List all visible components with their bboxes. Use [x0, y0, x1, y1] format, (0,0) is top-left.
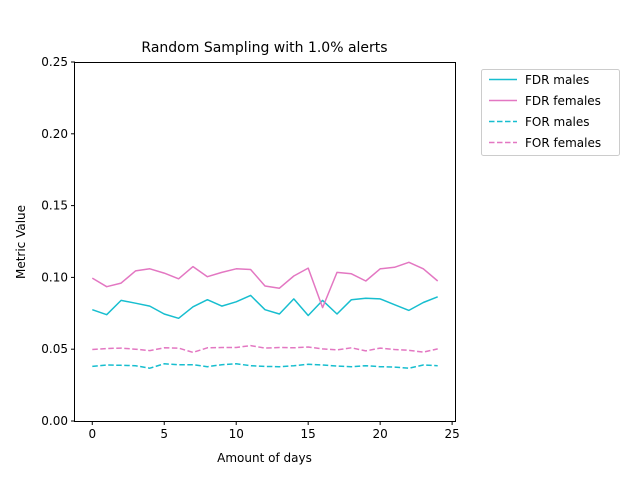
y-tick-label: 0.05: [41, 342, 68, 356]
series-line-fdr-males: [92, 294, 438, 320]
y-tick-label: 0.15: [41, 199, 68, 213]
plot-area: [74, 62, 456, 422]
y-axis-label: Metric Value: [14, 205, 28, 279]
series-layer: [91, 261, 439, 369]
chart-title: Random Sampling with 1.0% alerts: [141, 40, 387, 56]
legend-label-for-females: FOR females: [525, 136, 601, 150]
y-axis: 0.00 0.05 0.10 0.15 0.20 0.25: [41, 55, 75, 428]
legend-label-fdr-females: FDR females: [525, 94, 601, 108]
x-tick-label: 0: [88, 427, 96, 441]
legend-box: [481, 69, 620, 156]
series-line-for-males: [92, 363, 438, 369]
x-tick-label: 10: [229, 427, 244, 441]
plot-frame: [74, 62, 456, 422]
series-line-for-females: [92, 344, 438, 354]
legend-label-fdr-males: FDR males: [525, 73, 589, 87]
y-tick-label: 0.25: [41, 55, 68, 69]
legend-items: FDR males FDR females FOR males FOR females: [489, 73, 601, 150]
legend-label-for-males: FOR males: [525, 115, 590, 129]
x-tick-label: 20: [373, 427, 388, 441]
y-tick-label: 0.10: [41, 270, 68, 284]
x-tick-label: 5: [160, 427, 168, 441]
x-tick-label: 15: [301, 427, 316, 441]
y-tick-label: 0.00: [41, 414, 68, 428]
x-tick-label: 25: [444, 427, 459, 441]
x-axis: 0 5 10 15 20 25: [88, 421, 460, 441]
legend: FDR males FDR females FOR males FOR females: [481, 69, 620, 156]
y-tick-label: 0.20: [41, 127, 68, 141]
series-line-fdr-females: [91, 261, 439, 309]
x-axis-label: Amount of days: [217, 451, 312, 465]
